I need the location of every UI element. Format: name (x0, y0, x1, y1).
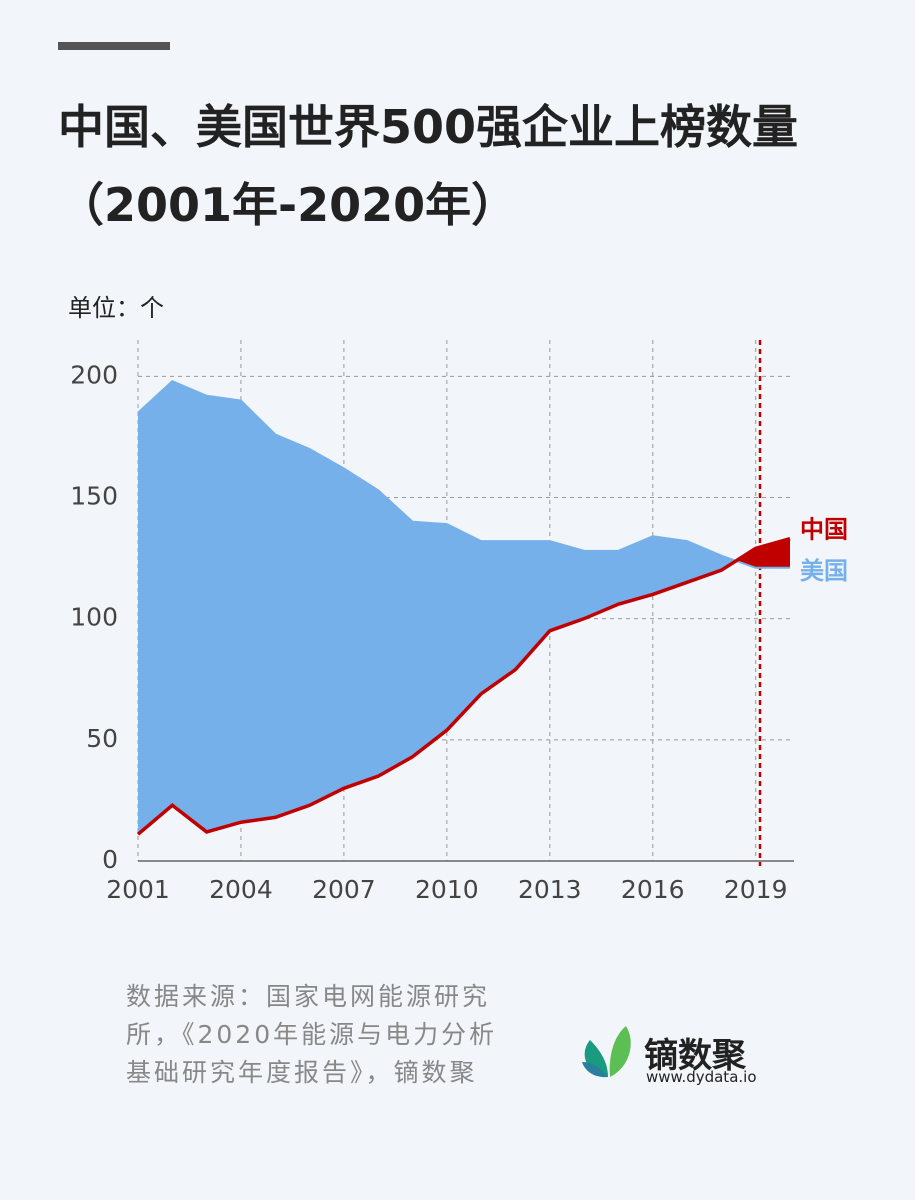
area (138, 381, 790, 835)
x-tick-label: 2016 (621, 875, 685, 904)
chart-title: 中国、美国世界500强企业上榜数量（2001年-2020年） (58, 100, 799, 232)
y-tick-label: 100 (70, 603, 118, 632)
x-tick-label: 2004 (209, 875, 273, 904)
legend-label: 中国 (800, 516, 848, 544)
y-tick-label: 150 (70, 482, 118, 511)
brand: 镝数聚 (644, 1036, 746, 1076)
decor-bar (58, 42, 170, 50)
x-tick-label: 2001 (106, 875, 170, 904)
logo (582, 1026, 631, 1078)
x-tick-label: 2010 (415, 875, 479, 904)
chart: 0 50 100 150 200 2001 2004 2007 2010 2013 2016 2019… (70, 340, 848, 904)
line (136, 537, 791, 836)
y-axis-label: 单位：个 (68, 294, 164, 322)
y-tick-label: 0 (102, 845, 118, 874)
y-tick-label: 200 (70, 360, 118, 389)
source-note: 数据来源：国家电网能源研究所，《2020年能源与电力分析基础研究年度报告》，镝数… (126, 982, 498, 1087)
brand-url: www.dydata.io (646, 1068, 757, 1086)
x-tick-label: 2019 (724, 875, 788, 904)
x-tick-label: 2013 (518, 875, 582, 904)
y-tick-label: 50 (86, 724, 118, 753)
line (137, 380, 790, 569)
legend-label: 美国 (800, 557, 848, 585)
x-tick-label: 2007 (312, 875, 376, 904)
